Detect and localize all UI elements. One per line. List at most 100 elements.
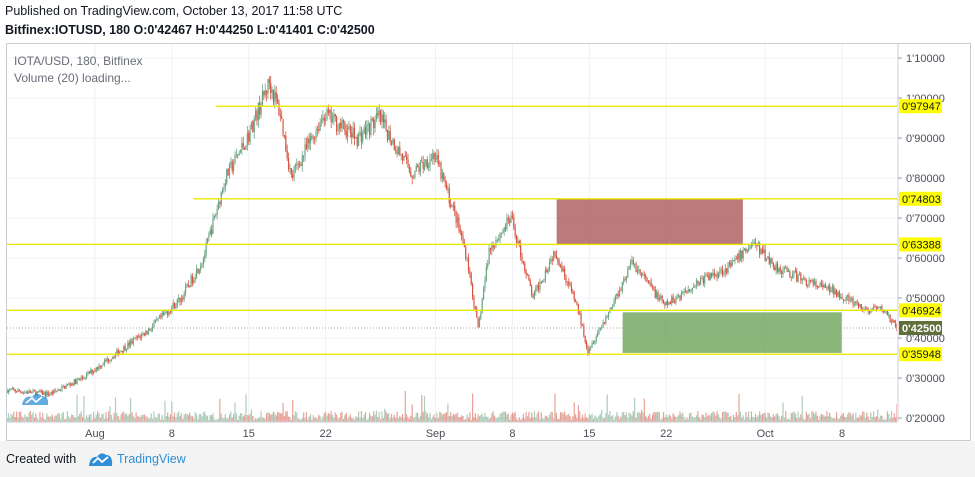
volume-bar (7, 418, 8, 422)
grid-lines (7, 44, 897, 422)
volume-bar (472, 393, 474, 422)
candle-body (359, 132, 361, 134)
candle-body (147, 328, 150, 334)
candle-body (856, 301, 858, 303)
candle-body (607, 312, 610, 317)
candle-body (857, 302, 860, 307)
candle-body (533, 291, 536, 298)
volume-bar (287, 416, 290, 422)
candle-body (706, 274, 709, 276)
volume-bar (421, 395, 423, 422)
volume-bar (554, 393, 556, 422)
volume-bar (699, 419, 702, 422)
candle-body (473, 297, 475, 307)
volume-bar (660, 419, 662, 422)
candle-body (599, 327, 601, 330)
volume-bar (293, 415, 295, 422)
tradingview-logo-icon[interactable] (88, 452, 114, 468)
candle-body (285, 135, 287, 151)
tradingview-link[interactable]: TradingView (117, 452, 186, 466)
candle-body (53, 389, 55, 394)
volume-bar (493, 415, 496, 422)
candle-body (520, 243, 522, 257)
volume-bar (511, 412, 514, 422)
volume-bar (709, 415, 711, 422)
volume-bar (268, 413, 270, 422)
candle-body (697, 280, 699, 283)
volume-bar (160, 419, 162, 422)
price-labels: 0'97947 0'74803 0'63388 0'46924 0'35948 0'425… (899, 99, 942, 362)
candle-body (664, 302, 666, 306)
candle-body (625, 276, 628, 280)
candle-body (772, 263, 774, 267)
candle-body (201, 263, 203, 266)
volume-bar (656, 412, 658, 422)
volume-bar (748, 411, 750, 422)
volume-bar (892, 417, 894, 422)
candle-body (879, 306, 882, 309)
volume-bar (10, 413, 12, 422)
volume-bar (815, 411, 817, 422)
volume-bar (311, 419, 313, 422)
candle-body (546, 269, 548, 273)
volume-bar (675, 416, 677, 422)
candle-body (606, 316, 608, 318)
volume-bar (397, 418, 400, 422)
candle-body (308, 138, 310, 144)
candle-body (860, 304, 862, 310)
candle-body (813, 281, 816, 285)
level-price-tag (899, 347, 942, 362)
volume-bar (146, 416, 148, 422)
candle-body (94, 370, 96, 372)
candle-body (108, 358, 110, 362)
volume-bar (596, 418, 599, 422)
volume-bar (683, 416, 685, 422)
candle-body (500, 232, 503, 234)
volume-bar (150, 413, 152, 422)
candle-body (592, 342, 595, 344)
candle-body (720, 269, 722, 271)
candle-body (205, 242, 207, 255)
candle-body (18, 389, 20, 392)
candle-body (330, 109, 332, 123)
candle-body (623, 279, 625, 282)
volume-bar (555, 412, 557, 422)
candle-body (135, 337, 137, 339)
candle-body (198, 269, 200, 274)
volume-bar (138, 416, 140, 422)
volume-bar (544, 415, 546, 422)
volume-bar (698, 417, 700, 422)
volume-bar (14, 417, 16, 422)
candle-body (250, 121, 253, 130)
volume-bar (669, 415, 671, 422)
volume-bar (128, 413, 130, 422)
candle-body (598, 329, 600, 334)
volume-bar (577, 405, 579, 422)
volume-bar (500, 413, 503, 422)
candle-body (329, 109, 331, 113)
volume-bar (237, 419, 239, 422)
candle-body (849, 299, 851, 301)
candle-body (64, 385, 66, 389)
volume-bar (456, 412, 459, 422)
candle-body (657, 292, 659, 300)
volume-bar (753, 417, 755, 422)
candle-body (22, 392, 25, 394)
candle-body (781, 271, 783, 275)
candle-body (743, 248, 746, 251)
candle-body (634, 263, 636, 265)
volume-bar (28, 412, 30, 422)
volume-bar (800, 414, 802, 422)
volume-bar (856, 417, 858, 422)
volume-bar (871, 417, 873, 422)
candle-body (734, 258, 736, 262)
candle-body (590, 347, 592, 349)
volume-bar (17, 417, 19, 422)
volume-bar (419, 415, 422, 422)
volume-bar (719, 417, 721, 422)
volume-bar (690, 412, 692, 422)
candle-body (186, 284, 188, 287)
volume-bar (91, 419, 93, 422)
volume-bar (848, 412, 850, 422)
